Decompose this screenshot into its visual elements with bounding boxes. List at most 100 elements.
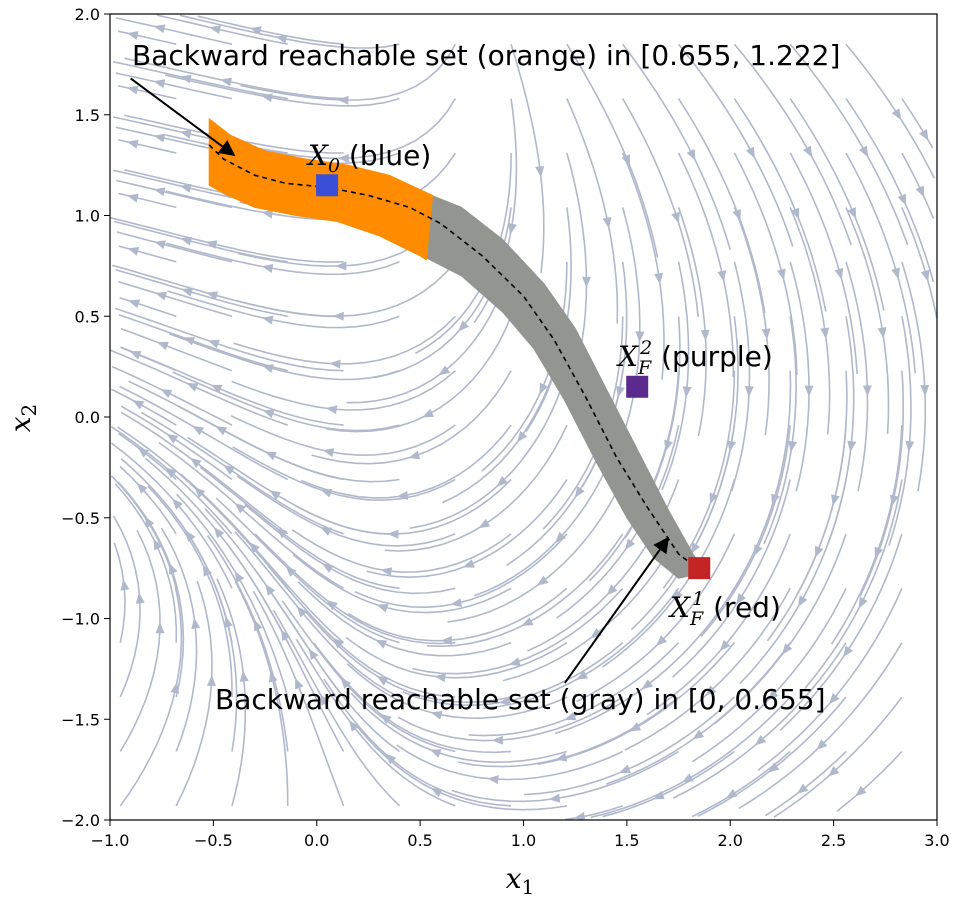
streamline [119,465,177,535]
streamline-arrow [430,788,443,798]
streamline [110,475,177,589]
streamline [124,57,344,100]
streamline-arrow [126,193,139,203]
streamline [233,315,456,365]
streamline-arrow [709,492,719,505]
xf1-label: XF1 (red) [668,588,781,630]
streamline [757,587,903,771]
streamline [235,261,456,317]
streamline-arrow [889,494,899,507]
streamline-arrow [375,639,388,649]
streamline [765,750,847,817]
streamline-arrow [261,264,274,273]
streamline-arrow [281,629,291,642]
streamline-arrow [820,327,830,340]
streamline-arrow [215,426,228,436]
streamline-arrow [915,185,925,198]
y-tick-label: −1.0 [61,610,100,629]
streamline-arrow [135,592,145,604]
streamline-arrow [606,584,618,596]
streamline-arrow [576,670,589,680]
streamline [763,316,797,545]
streamline-arrow [160,389,173,399]
streamline-arrow [847,207,856,219]
streamline-arrow [380,567,393,577]
streamline [602,750,735,818]
streamline [412,587,624,675]
streamline [622,98,699,318]
streamline-arrow [717,270,727,282]
streamline-arrow [664,439,673,452]
streamline-arrow [172,498,183,510]
streamline-arrow [376,675,389,686]
y-tick-label: −2.0 [61,811,100,830]
x-tick-label: 2.0 [718,831,743,850]
streamline-arrow [828,692,840,705]
streamline-arrow [126,85,139,95]
x-tick-label: −0.5 [194,831,233,850]
streamline-arrow [261,209,274,219]
streamline [304,610,512,704]
streamline-arrow [262,364,274,373]
streamline [169,333,400,381]
streamline-arrow [154,240,166,250]
y-tick-label: 0.5 [75,307,100,326]
streamline [119,385,289,481]
streamline-arrow [120,579,130,591]
x-tick-label: −1.0 [91,831,130,850]
streamline [176,493,289,698]
x-tick-label: 1.0 [511,831,536,850]
streamline-arrow [539,382,549,395]
streamline [110,426,233,535]
streamline-arrow [635,331,645,343]
streamline-arrow [165,467,177,478]
streamline-arrow [847,440,857,453]
streamline-arrow [220,77,232,87]
streamline [231,370,456,411]
set-marker [626,375,649,398]
streamline-arrow [396,490,409,500]
streamline-arrow [275,34,288,44]
streamline [313,642,512,754]
streamline-arrow [408,450,421,460]
streamline [215,497,400,644]
streamline [901,261,927,492]
streamline [677,43,794,247]
streamline-arrow [296,605,308,618]
x-axis-ticks: −1.0 −0.5 0.0 0.5 1.0 1.5 2.0 2.5 3.0 [91,820,950,850]
streamline [234,581,289,806]
streamline [160,527,198,752]
streamline-arrow [681,773,694,783]
streamline [576,533,736,703]
streamline-arrow [276,527,288,539]
streamline-arrow [207,339,220,349]
streamline-arrow [790,207,800,220]
streamline-arrow [209,25,221,35]
streamline-arrow [920,384,930,397]
streamline-arrow [126,139,139,149]
streamline [646,533,791,716]
streamline [347,587,568,642]
streamline [566,98,619,324]
streamline-arrow [326,599,338,611]
streamline-arrow [191,617,201,630]
streamline [510,43,545,273]
streamline [483,587,680,709]
streamlines [110,14,937,820]
streamline-arrow [340,677,352,690]
streamline-arrow [654,272,663,285]
streamline [267,565,456,698]
streamline [240,98,456,160]
streamline [115,17,233,45]
streamline-arrow [582,276,592,288]
streamline-arrow [761,328,771,340]
x-tick-label: 2.5 [821,831,846,850]
streamline-arrow [602,216,612,229]
streamline-arrow [776,268,786,281]
streamline [733,207,770,436]
set-marker [688,557,711,580]
streamline [113,61,288,100]
markers [316,174,711,580]
streamline-arrow [127,246,140,256]
streamline-arrow [206,291,219,300]
